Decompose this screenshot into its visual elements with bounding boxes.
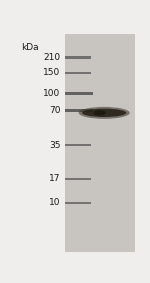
Text: 17: 17: [49, 174, 61, 183]
Text: 35: 35: [49, 141, 61, 150]
Bar: [65, 178, 91, 180]
Text: 150: 150: [43, 68, 61, 77]
Bar: [65, 202, 91, 204]
Text: 210: 210: [44, 53, 61, 62]
Text: kDa: kDa: [22, 43, 39, 52]
Ellipse shape: [93, 110, 106, 115]
Text: 70: 70: [49, 106, 61, 115]
Text: 10: 10: [49, 198, 61, 207]
Bar: [65, 56, 91, 59]
Ellipse shape: [79, 107, 130, 119]
Text: 100: 100: [43, 89, 61, 98]
Bar: [65, 92, 93, 95]
Bar: [65, 34, 135, 252]
Bar: [65, 72, 91, 74]
Bar: [65, 144, 91, 146]
Bar: [65, 109, 93, 112]
Ellipse shape: [82, 109, 126, 117]
